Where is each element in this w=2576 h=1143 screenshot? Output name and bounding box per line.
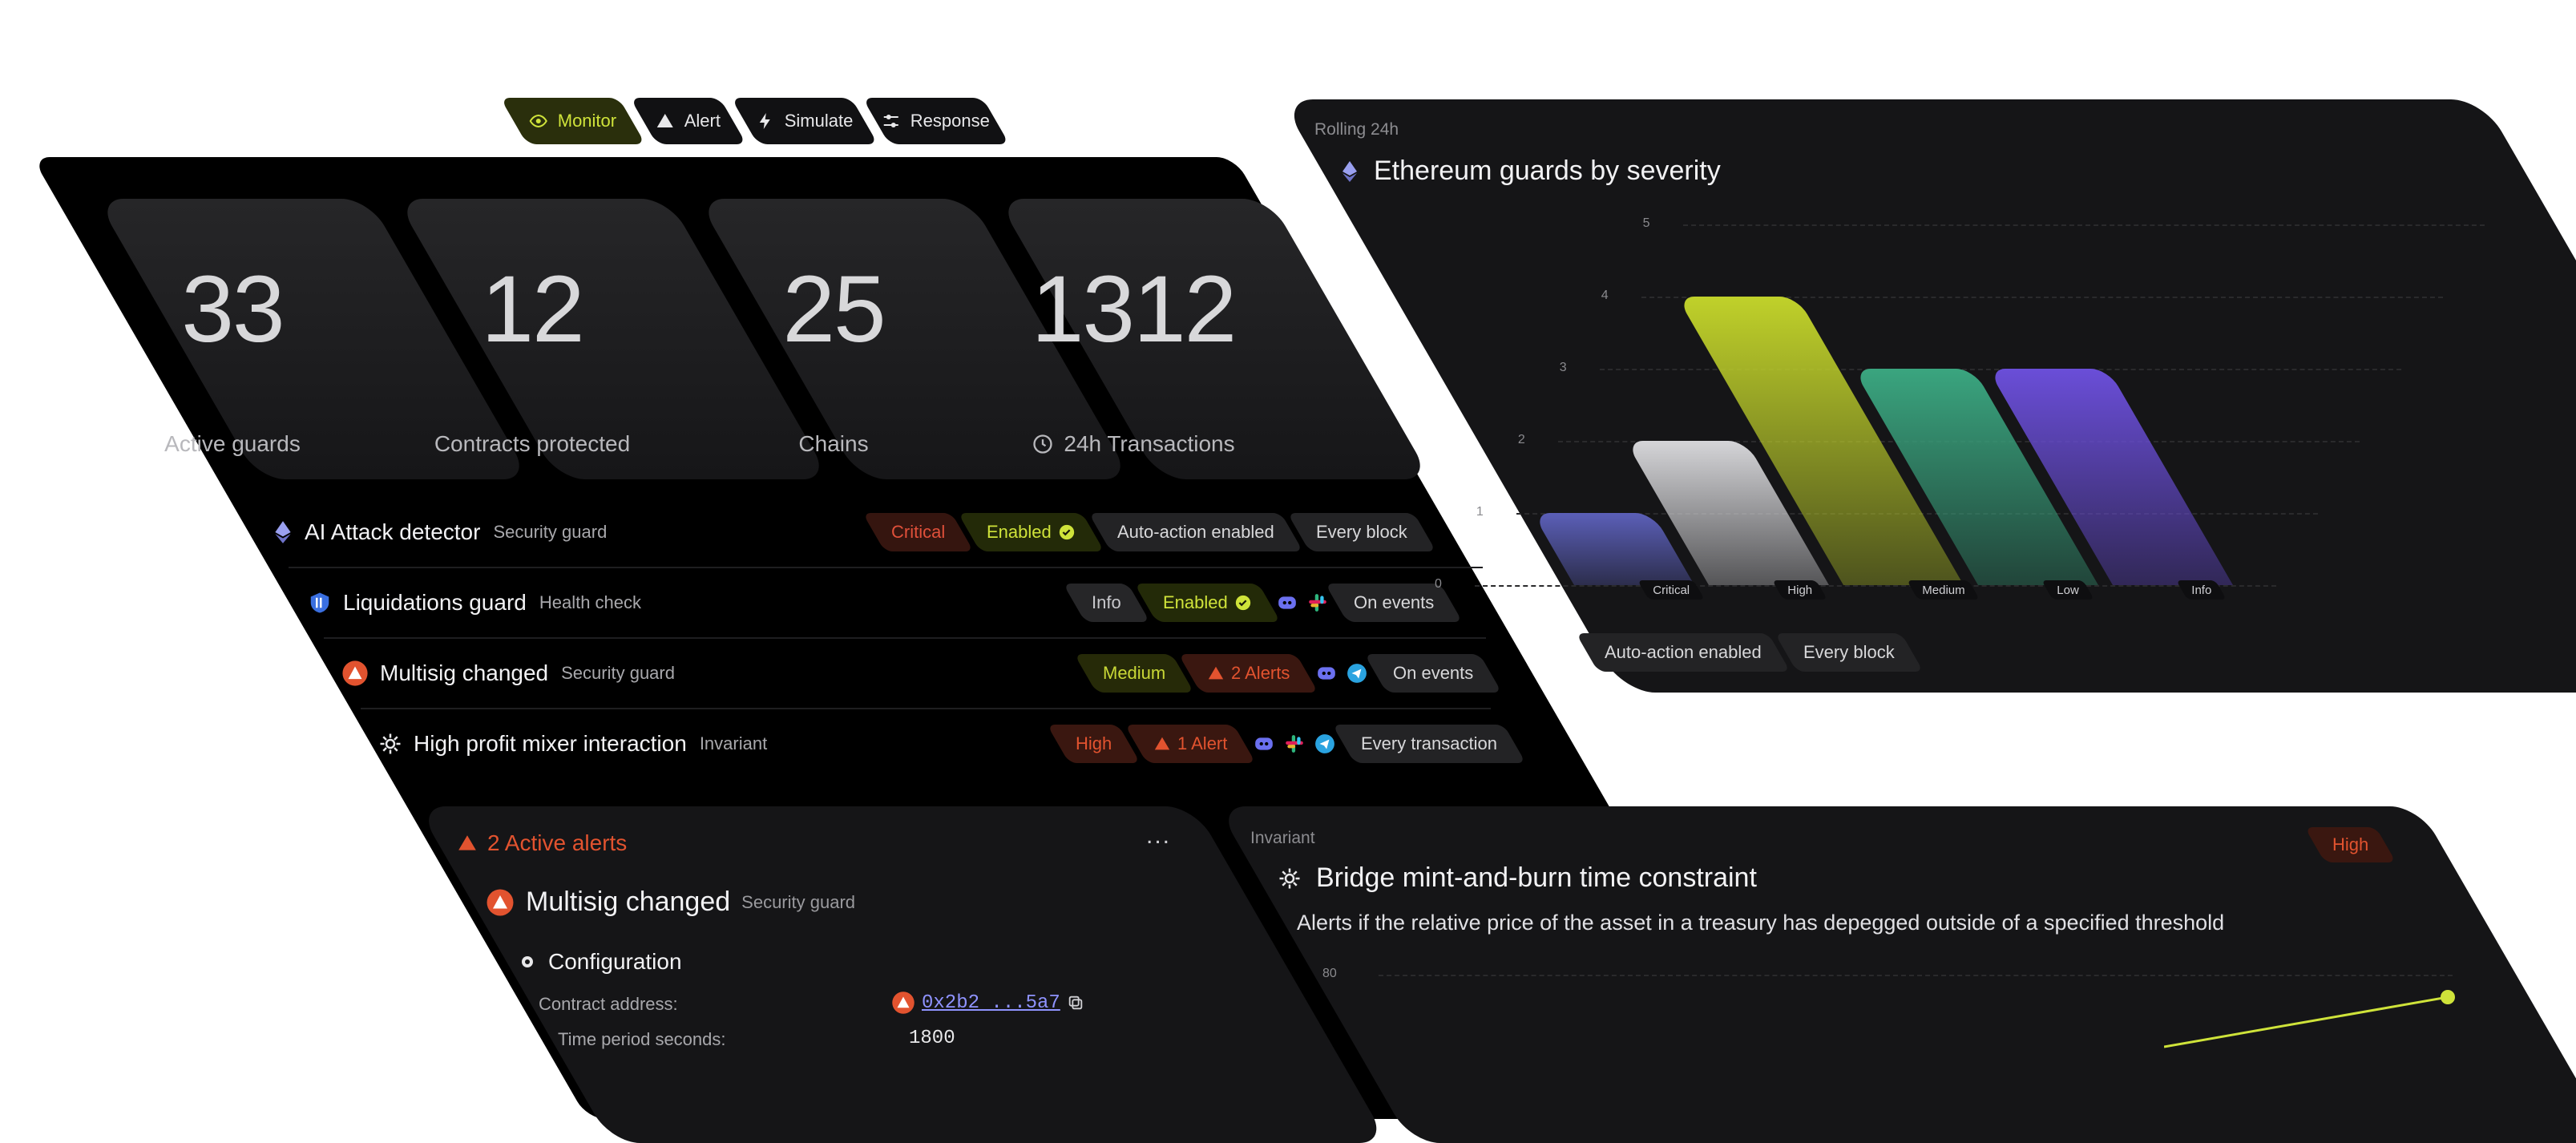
trigger-chip: Every block bbox=[1286, 513, 1436, 551]
guard-type: Security guard bbox=[493, 522, 608, 542]
warning-icon bbox=[458, 835, 476, 850]
guard-type: Health check bbox=[539, 592, 642, 612]
contract-address[interactable]: 0x2b2 ...5a7 bbox=[922, 992, 1060, 1014]
alert-item[interactable]: Multisig changed Security guard bbox=[486, 887, 855, 918]
severity-badge: Info bbox=[1063, 584, 1150, 622]
stat-value: 12 bbox=[481, 256, 583, 362]
trigger-chip: On events bbox=[1363, 654, 1502, 693]
invariant-line bbox=[2164, 990, 2455, 1048]
tab-simulate[interactable]: Simulate bbox=[731, 98, 878, 144]
guard-name: AI Attack detector bbox=[305, 519, 481, 544]
alert-circle-icon bbox=[892, 992, 915, 1014]
guard-row[interactable]: Liquidations guard Health check bbox=[308, 580, 641, 625]
telegram-icon bbox=[1347, 664, 1367, 683]
guard-name: Liquidations guard bbox=[343, 590, 527, 615]
tab-monitor-label: Monitor bbox=[558, 111, 617, 131]
alert-type: Security guard bbox=[741, 891, 856, 912]
stat-value: 1312 bbox=[1031, 256, 1236, 362]
warning-icon bbox=[1209, 666, 1224, 680]
chart-kicker: Rolling 24h bbox=[1314, 120, 1399, 139]
guard-row[interactable]: High profit mixer interaction Invariant bbox=[378, 721, 767, 766]
chart-title: Ethereum guards by severity bbox=[1374, 155, 1721, 186]
contract-address-link[interactable]: 0x2b2 ...5a7 bbox=[891, 991, 1084, 1015]
stat-value: 25 bbox=[782, 256, 885, 362]
check-icon bbox=[1059, 524, 1075, 540]
copy-icon[interactable] bbox=[1067, 994, 1084, 1012]
config-heading: Configuration bbox=[548, 949, 682, 974]
discord-icon bbox=[1254, 737, 1273, 750]
check-icon bbox=[1235, 595, 1250, 611]
y-tick-label: 1 bbox=[1476, 505, 1484, 519]
warning-icon bbox=[1155, 737, 1170, 750]
field-value: 1800 bbox=[909, 1028, 955, 1049]
alert-circle-icon bbox=[342, 660, 368, 686]
stat-label: Active guards bbox=[164, 431, 301, 456]
field-label: Time period seconds: bbox=[558, 1029, 726, 1049]
alerts-badge[interactable]: 1 Alert bbox=[1124, 725, 1257, 763]
stat-value: 33 bbox=[181, 256, 284, 362]
enabled-badge[interactable]: Enabled bbox=[958, 513, 1104, 551]
guard-row[interactable]: Multisig changed Security guard bbox=[341, 651, 675, 696]
more-options-button[interactable]: ... bbox=[1146, 822, 1172, 849]
severity-badge: Critical bbox=[862, 513, 975, 551]
invariant-ytick: 80 bbox=[1322, 967, 1337, 980]
severity-badge: Medium bbox=[1074, 654, 1195, 693]
ethereum-icon bbox=[1343, 160, 1357, 182]
guard-type: Security guard bbox=[561, 663, 675, 683]
tab-response-label: Response bbox=[910, 111, 991, 131]
invariant-title: Bridge mint-and-burn time constraint bbox=[1316, 862, 1757, 893]
eye-icon bbox=[529, 114, 548, 128]
gear-icon bbox=[522, 956, 533, 967]
guard-type: Invariant bbox=[699, 733, 768, 753]
auto-action-chip: Auto-action enabled bbox=[1576, 633, 1791, 672]
tab-alert[interactable]: Alert bbox=[630, 98, 747, 144]
ethereum-icon bbox=[275, 521, 291, 543]
discord-icon bbox=[1317, 667, 1335, 680]
guard-row[interactable]: AI Attack detector Security guard bbox=[273, 510, 607, 555]
tab-simulate-label: Simulate bbox=[784, 111, 854, 131]
stat-card-transactions: 1312 24h Transactions bbox=[997, 199, 1432, 479]
sliders-icon bbox=[884, 115, 899, 127]
alert-circle-icon bbox=[487, 889, 514, 915]
tab-response[interactable]: Response bbox=[862, 98, 1010, 144]
field-label: Contract address: bbox=[539, 994, 678, 1014]
trigger-chip: Every transaction bbox=[1331, 725, 1526, 763]
alerts-header: 2 Active alerts bbox=[487, 830, 628, 855]
discord-icon bbox=[1278, 596, 1297, 609]
alerts-badge[interactable]: 2 Alerts bbox=[1178, 654, 1319, 693]
guard-name: Multisig changed bbox=[380, 660, 549, 685]
stat-label: Contracts protected bbox=[434, 431, 631, 456]
invariant-description: Alerts if the relative price of the asse… bbox=[1297, 911, 2225, 935]
gear-icon bbox=[1279, 868, 1300, 888]
shield-icon bbox=[310, 592, 329, 613]
tab-alert-label: Alert bbox=[684, 111, 721, 131]
slack-icon bbox=[1309, 594, 1327, 612]
tab-monitor[interactable]: Monitor bbox=[500, 98, 646, 144]
clock-icon bbox=[1033, 434, 1053, 454]
gear-icon bbox=[380, 733, 401, 754]
alert-title: Multisig changed bbox=[526, 887, 731, 917]
auto-action-chip: Auto-action enabled bbox=[1088, 513, 1303, 551]
severity-badge: High bbox=[1047, 725, 1141, 763]
stat-label: 24h Transactions bbox=[1064, 431, 1235, 456]
warning-icon bbox=[657, 114, 674, 127]
trigger-chip: Every block bbox=[1774, 633, 1924, 672]
guard-name: High profit mixer interaction bbox=[414, 731, 687, 756]
enabled-badge[interactable]: Enabled bbox=[1133, 584, 1281, 622]
trigger-chip: On events bbox=[1325, 584, 1464, 622]
stat-label: Chains bbox=[798, 431, 869, 456]
slack-icon bbox=[1285, 735, 1303, 753]
bolt-icon bbox=[759, 113, 770, 129]
telegram-icon bbox=[1314, 734, 1334, 753]
invariant-kicker: Invariant bbox=[1250, 829, 1315, 847]
